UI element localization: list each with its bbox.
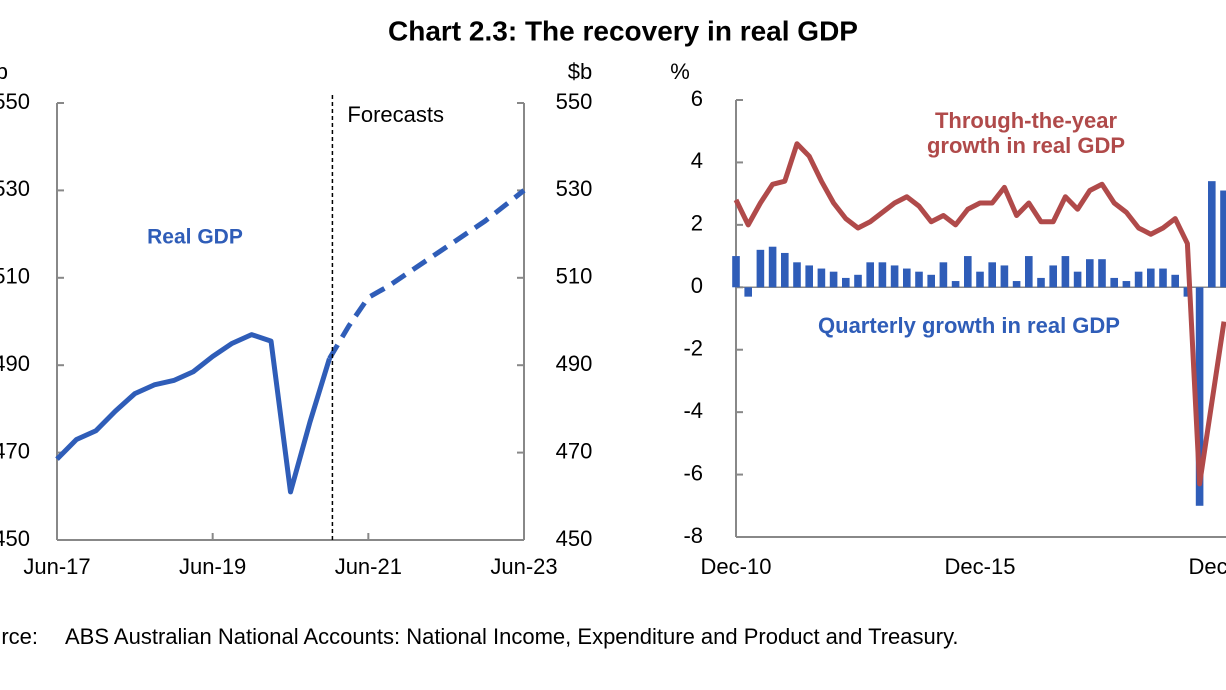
y-tick-label: 2 (691, 211, 703, 236)
y-tick-label: 550 (556, 89, 593, 114)
bar (1061, 256, 1070, 288)
y-tick-label: 470 (556, 438, 593, 463)
bar (988, 262, 996, 288)
bar (1122, 281, 1131, 288)
bar (1086, 259, 1094, 288)
source-text: ABS Australian National Accounts: Nation… (65, 624, 959, 649)
y-unit: % (670, 59, 690, 84)
data-line (55, 332, 332, 495)
forecast-line (327, 188, 526, 360)
y-tick-label: 450 (556, 526, 593, 551)
bar (890, 265, 899, 288)
bar (781, 252, 789, 288)
bar (1049, 265, 1057, 288)
x-tick-label: Dec-20 (1189, 554, 1226, 579)
bar (1000, 265, 1009, 288)
series-label: Quarterly growth in real GDP (818, 313, 1120, 338)
x-tick-label: Jun-23 (490, 554, 557, 579)
series-label: growth in real GDP (927, 133, 1125, 158)
bar (829, 271, 838, 288)
bar (1208, 181, 1216, 288)
bar (1195, 287, 1204, 506)
bar (915, 271, 923, 288)
bar (976, 271, 984, 288)
bar (817, 268, 826, 288)
bar (1110, 277, 1118, 288)
bar (1012, 281, 1021, 288)
bar (793, 262, 801, 288)
y-unit-left: $b (0, 59, 8, 84)
bar (927, 274, 935, 288)
bar (842, 277, 850, 288)
y-tick-label: 510 (0, 264, 30, 289)
bar (744, 287, 752, 297)
y-tick-label: -2 (683, 336, 703, 361)
bar (951, 281, 960, 288)
bar (903, 268, 911, 288)
chart-title: Chart 2.3: The recovery in real GDP (388, 15, 858, 46)
series-label: Through-the-year (935, 108, 1118, 133)
source-label: Source: (0, 624, 38, 649)
y-unit-right: $b (568, 59, 592, 84)
y-tick-label: 490 (0, 351, 30, 376)
bar (939, 262, 948, 288)
y-tick-label: 550 (0, 89, 30, 114)
bar (1134, 271, 1143, 288)
bar (1025, 256, 1033, 288)
x-tick-label: Jun-21 (335, 554, 402, 579)
y-tick-label: -4 (683, 398, 703, 423)
bar (768, 246, 777, 288)
x-tick-label: Dec-10 (701, 554, 772, 579)
data-line (733, 141, 1226, 487)
y-tick-label: 6 (691, 86, 703, 111)
bar (1159, 268, 1167, 288)
bar (1037, 277, 1045, 288)
y-tick-label: 530 (556, 176, 593, 201)
bar (756, 249, 765, 288)
bar (964, 256, 972, 288)
y-tick-label: 450 (0, 526, 30, 551)
bar (1171, 274, 1179, 288)
bar (878, 262, 887, 288)
bar (1073, 271, 1082, 288)
x-tick-label: Jun-19 (179, 554, 246, 579)
y-tick-label: -8 (683, 523, 703, 548)
y-tick-label: -6 (683, 460, 703, 485)
bar (805, 265, 813, 288)
bar (1098, 259, 1106, 288)
y-tick-label: 4 (691, 148, 703, 173)
y-tick-label: 510 (556, 264, 593, 289)
bar (866, 262, 874, 288)
annotation: Forecasts (347, 102, 444, 127)
y-tick-label: 470 (0, 438, 30, 463)
y-tick-label: 490 (556, 351, 593, 376)
bar (732, 256, 740, 288)
bar (1147, 268, 1155, 288)
bar (1220, 190, 1226, 288)
x-tick-label: Dec-15 (945, 554, 1016, 579)
x-tick-label: Jun-17 (23, 554, 90, 579)
y-tick-label: 0 (691, 273, 703, 298)
y-tick-label: 530 (0, 176, 30, 201)
bar (854, 274, 862, 288)
series-label: Real GDP (147, 226, 243, 249)
